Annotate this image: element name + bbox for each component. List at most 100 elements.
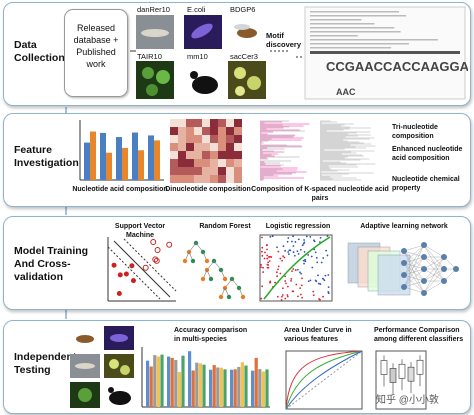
text-line [310,43,409,45]
feature-item: Tri-nucleotide composition [392,124,438,140]
point [292,251,295,253]
panel-title: Model Training And Cross-validation [14,245,89,283]
point [281,294,284,296]
model-illustrations [107,234,459,302]
bar [156,356,160,407]
point [312,290,315,293]
mouse [109,391,131,405]
leaf [156,70,170,84]
point [261,254,264,257]
heat-cell [234,159,242,167]
node [222,276,228,282]
point [279,272,282,275]
point [166,241,173,248]
heat-cell [186,167,194,175]
bar [261,371,265,407]
point [130,278,136,284]
bacterium [191,23,213,39]
point [261,236,263,239]
point [116,290,122,296]
point [286,295,289,298]
fish [75,363,95,369]
connection [403,244,425,288]
bar [223,369,227,407]
neuron [421,254,427,260]
bar [149,366,153,407]
point [301,244,304,247]
text-line [310,39,438,41]
point [287,237,290,239]
roc-curve [285,350,363,410]
connection [403,286,425,294]
text-line [310,35,358,37]
point [326,235,329,238]
point [290,278,293,280]
point [265,244,268,247]
heat-cell [218,135,226,143]
point [309,279,312,282]
heat-cell [194,135,202,143]
bar [177,372,181,407]
bar [251,370,255,407]
box [380,360,388,375]
heat-cell [194,119,202,127]
header-bar [310,51,460,54]
neuron [401,260,407,266]
bar [153,355,157,407]
leaf [142,67,154,79]
point [260,266,262,269]
point [292,245,295,247]
point [289,249,292,252]
model-title: Support Vector Machine [114,223,166,239]
source-text: Released database + Published work [73,23,119,69]
point [293,254,296,257]
organism-label: BDGP6 [230,5,256,14]
heatmap-illustration [170,119,242,183]
heat-cell [186,175,194,183]
point [276,275,278,278]
point [111,262,117,268]
heat-cell [186,143,194,151]
neuron [401,248,407,254]
text-line [310,23,375,25]
point [295,283,298,286]
bar [100,132,106,180]
point [287,253,290,256]
point [322,257,325,259]
heat-cell [186,119,194,127]
fish [141,29,169,37]
heat-cell [178,159,186,167]
point [327,292,330,295]
text-line [310,31,401,33]
point [292,268,295,270]
connection [403,244,425,252]
bar [240,362,244,407]
evaluation-title: Performance Comparison among different c… [374,327,464,343]
heat-cell [226,159,234,167]
kspaced-illustration [260,120,376,181]
fly [76,335,94,343]
point [314,251,317,254]
point [311,266,314,269]
point [266,266,269,269]
point [326,254,329,257]
point [284,297,287,300]
point [325,249,328,252]
heat-cell [178,135,186,143]
neuron [441,266,447,272]
feature-caption: Composition of K-spaced nucleotide acid … [251,186,389,202]
point [274,281,277,284]
heat-cell [218,151,226,159]
point [296,250,299,253]
point [142,264,149,271]
point [283,256,286,259]
bar [122,147,128,180]
point [282,245,285,248]
heat-cell [226,127,234,135]
text-line [310,19,362,21]
node [200,276,206,282]
heat-cell [234,119,242,127]
point [263,257,266,260]
point [297,295,299,298]
point [275,271,278,274]
